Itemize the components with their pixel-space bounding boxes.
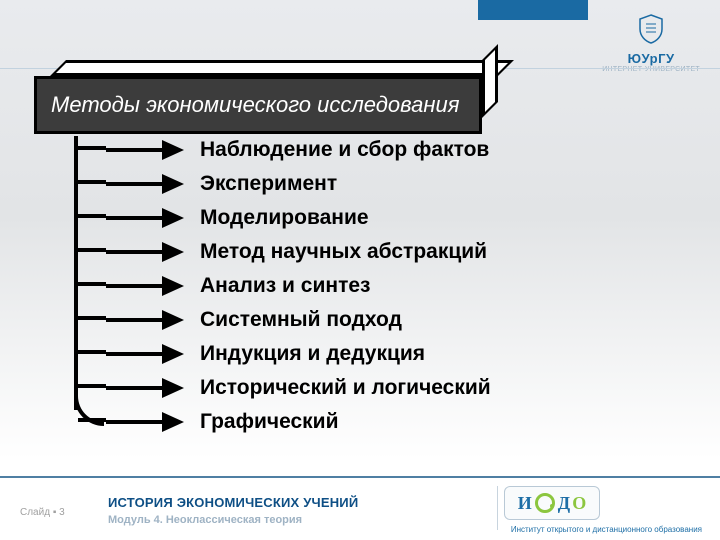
- diagram-connector: [78, 282, 106, 286]
- diagram-item: Системный подход: [106, 308, 402, 332]
- diagram-item-label: Системный подход: [200, 308, 402, 332]
- diagram-item: Графический: [106, 410, 339, 434]
- arrow-icon: [106, 142, 184, 158]
- diagram-item-label: Графический: [200, 410, 339, 434]
- methods-diagram: Наблюдение и сбор фактов Эксперимент Модел…: [44, 140, 644, 470]
- arrow-icon: [106, 244, 184, 260]
- diagram-item: Индукция и дедукция: [106, 342, 425, 366]
- diagram-connector: [78, 384, 106, 388]
- diagram-item-label: Метод научных абстракций: [200, 240, 487, 264]
- footer: Слайд ▪ 3 ИСТОРИЯ ЭКОНОМИЧЕСКИХ УЧЕНИЙ М…: [0, 476, 720, 540]
- arrow-icon: [106, 380, 184, 396]
- diagram-item-label: Наблюдение и сбор фактов: [200, 138, 489, 162]
- diagram-item: Анализ и синтез: [106, 274, 370, 298]
- org-name: ЮУрГУ: [602, 51, 700, 66]
- diagram-connector: [78, 146, 106, 150]
- footer-logo-letter-d: Д: [558, 493, 570, 514]
- top-accent-bar: [478, 0, 588, 20]
- diagram-item-label: Анализ и синтез: [200, 274, 370, 298]
- arrow-icon: [106, 346, 184, 362]
- diagram-stem: [74, 136, 78, 410]
- course-subtitle: Модуль 4. Неоклассическая теория: [108, 514, 302, 526]
- arrow-icon: [106, 414, 184, 430]
- slide-number: Слайд ▪ 3: [20, 507, 65, 518]
- course-title: ИСТОРИЯ ЭКОНОМИЧЕСКИХ УЧЕНИЙ: [108, 495, 358, 510]
- diagram-title: Методы экономического исследования: [51, 92, 460, 118]
- diagram-item-label: Моделирование: [200, 206, 369, 230]
- title-box-3d: Методы экономического исследования: [34, 76, 482, 134]
- footer-logo: И Д О: [504, 486, 600, 520]
- footer-divider: [0, 476, 720, 478]
- diagram-connector: [78, 350, 106, 354]
- diagram-item-label: Исторический и логический: [200, 376, 491, 400]
- title-box-top: [50, 60, 514, 76]
- diagram-item: Исторический и логический: [106, 376, 491, 400]
- arrow-icon: [106, 312, 184, 328]
- diagram-item: Наблюдение и сбор фактов: [106, 138, 489, 162]
- diagram-connector: [78, 418, 106, 422]
- arrow-icon: [106, 278, 184, 294]
- footer-logo-letter-o: О: [572, 493, 586, 514]
- diagram-item: Эксперимент: [106, 172, 337, 196]
- diagram-connector: [78, 316, 106, 320]
- slide-label: Слайд: [20, 507, 50, 518]
- slide-index: 3: [59, 507, 65, 518]
- org-logo-block: ЮУрГУ ИНТЕРНЕТ-УНИВЕРСИТЕТ: [602, 14, 700, 73]
- footer-logo-letter-i: И: [518, 493, 532, 514]
- slide: ЮУрГУ ИНТЕРНЕТ-УНИВЕРСИТЕТ Методы эконом…: [0, 0, 720, 540]
- diagram-item: Метод научных абстракций: [106, 240, 487, 264]
- diagram-connector: [78, 214, 106, 218]
- arrow-icon: [106, 210, 184, 226]
- diagram-connector: [78, 180, 106, 184]
- title-box-front: Методы экономического исследования: [34, 76, 482, 134]
- arrow-icon: [106, 176, 184, 192]
- shield-icon: [638, 14, 664, 44]
- diagram-item-label: Эксперимент: [200, 172, 337, 196]
- title-box-side: [482, 44, 498, 118]
- footer-logo-ring-icon: [535, 493, 555, 513]
- diagram-connector: [78, 248, 106, 252]
- diagram-item: Моделирование: [106, 206, 369, 230]
- diagram-item-label: Индукция и дедукция: [200, 342, 425, 366]
- footer-institute: Институт открытого и дистанционного обра…: [511, 525, 702, 534]
- footer-vertical-divider: [497, 486, 498, 530]
